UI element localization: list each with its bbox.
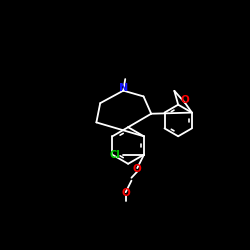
Text: O: O bbox=[133, 164, 141, 174]
Text: O: O bbox=[181, 95, 190, 105]
Text: Cl: Cl bbox=[109, 150, 120, 160]
Text: N: N bbox=[119, 83, 128, 93]
Text: O: O bbox=[121, 188, 130, 198]
